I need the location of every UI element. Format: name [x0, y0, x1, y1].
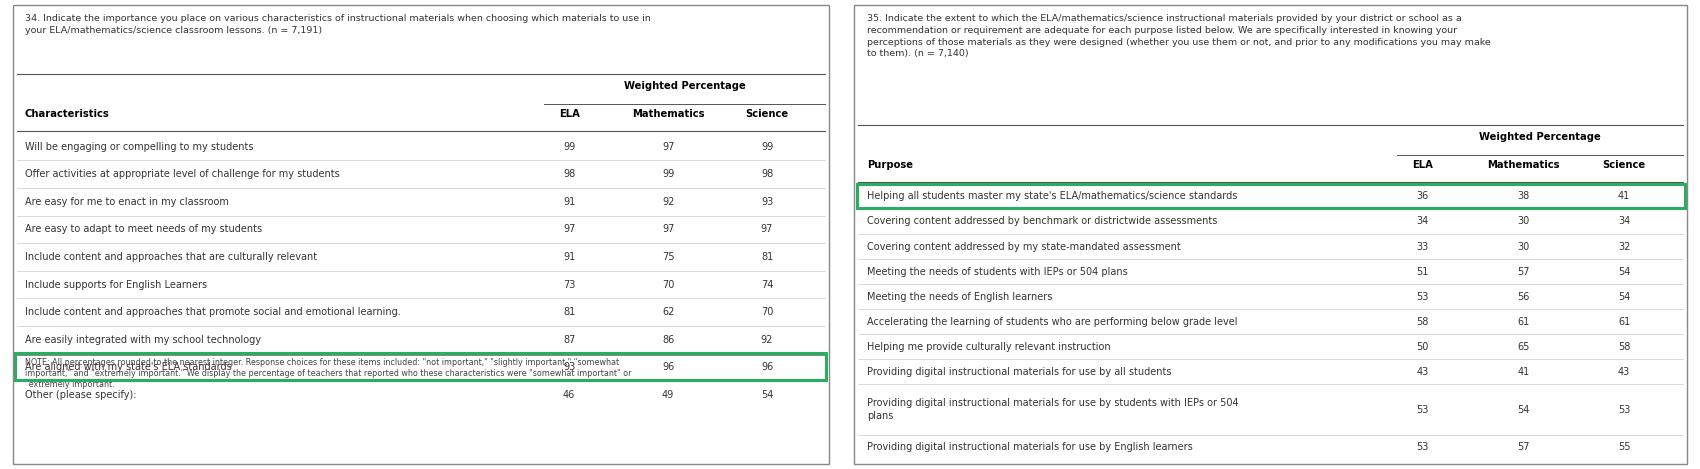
Text: Purpose: Purpose [867, 160, 913, 170]
Text: Helping me provide culturally relevant instruction: Helping me provide culturally relevant i… [867, 342, 1110, 352]
Text: Offer activities at appropriate level of challenge for my students: Offer activities at appropriate level of… [26, 169, 340, 179]
Text: Mathematics: Mathematics [632, 109, 704, 119]
Text: 57: 57 [1516, 267, 1530, 277]
Text: Meeting the needs of English learners: Meeting the needs of English learners [867, 292, 1052, 302]
Text: 87: 87 [563, 335, 575, 345]
Text: Will be engaging or compelling to my students: Will be engaging or compelling to my stu… [26, 142, 253, 151]
Text: 55: 55 [1618, 442, 1630, 452]
Text: 93: 93 [563, 362, 575, 372]
Text: 99: 99 [563, 142, 575, 151]
Text: 53: 53 [1416, 405, 1428, 415]
Text: 92: 92 [762, 335, 774, 345]
Text: 54: 54 [1618, 267, 1630, 277]
Text: Providing digital instructional materials for use by English learners: Providing digital instructional material… [867, 442, 1193, 452]
Text: 98: 98 [762, 169, 774, 179]
Text: 49: 49 [661, 390, 675, 400]
Text: Are easily integrated with my school technology: Are easily integrated with my school tec… [26, 335, 262, 345]
Text: 97: 97 [661, 142, 675, 151]
Text: Helping all students master my state's ELA/mathematics/science standards: Helping all students master my state's E… [867, 191, 1238, 201]
Text: 36: 36 [1416, 191, 1428, 201]
Text: 61: 61 [1516, 317, 1530, 327]
Text: 46: 46 [563, 390, 575, 400]
Text: 70: 70 [762, 307, 774, 317]
Text: Science: Science [1603, 160, 1646, 170]
Text: 93: 93 [762, 197, 774, 207]
Text: 30: 30 [1516, 217, 1530, 227]
Text: Accelerating the learning of students who are performing below grade level: Accelerating the learning of students wh… [867, 317, 1238, 327]
Text: Weighted Percentage: Weighted Percentage [624, 81, 746, 91]
Text: 81: 81 [563, 307, 575, 317]
Text: Include supports for English Learners: Include supports for English Learners [26, 280, 207, 289]
Bar [857, 184, 1685, 208]
Text: 97: 97 [762, 224, 774, 234]
Text: 41: 41 [1618, 191, 1630, 201]
Text: Science: Science [746, 109, 789, 119]
Text: 58: 58 [1416, 317, 1428, 327]
Text: 62: 62 [661, 307, 675, 317]
Text: 54: 54 [762, 390, 774, 400]
Text: Covering content addressed by my state-mandated assessment: Covering content addressed by my state-m… [867, 242, 1180, 251]
Text: Other (please specify):: Other (please specify): [26, 390, 136, 400]
Text: 70: 70 [661, 280, 675, 289]
Text: 53: 53 [1416, 292, 1428, 302]
Text: 43: 43 [1416, 367, 1428, 377]
Text: Covering content addressed by benchmark or districtwide assessments: Covering content addressed by benchmark … [867, 217, 1217, 227]
Text: 57: 57 [1516, 442, 1530, 452]
Text: 34. Indicate the importance you place on various characteristics of instructiona: 34. Indicate the importance you place on… [26, 14, 651, 35]
Text: 53: 53 [1618, 405, 1630, 415]
Text: 96: 96 [762, 362, 774, 372]
Text: 98: 98 [563, 169, 575, 179]
Text: 33: 33 [1416, 242, 1428, 251]
Text: 96: 96 [661, 362, 675, 372]
Bar [15, 354, 826, 379]
Text: 97: 97 [563, 224, 575, 234]
Text: 53: 53 [1416, 442, 1428, 452]
Text: 34: 34 [1618, 217, 1630, 227]
Text: NOTE: All percentages rounded to the nearest integer. Response choices for these: NOTE: All percentages rounded to the nea… [26, 357, 631, 389]
Text: Providing digital instructional materials for use by students with IEPs or 504
p: Providing digital instructional material… [867, 398, 1239, 421]
Text: 56: 56 [1516, 292, 1530, 302]
Text: 75: 75 [661, 252, 675, 262]
Text: 38: 38 [1516, 191, 1530, 201]
Text: Include content and approaches that are culturally relevant: Include content and approaches that are … [26, 252, 318, 262]
Text: 43: 43 [1618, 367, 1630, 377]
Text: Mathematics: Mathematics [1488, 160, 1559, 170]
Text: 34: 34 [1416, 217, 1428, 227]
Text: 41: 41 [1516, 367, 1530, 377]
Text: 73: 73 [563, 280, 575, 289]
Text: 99: 99 [762, 142, 774, 151]
Text: ELA: ELA [559, 109, 580, 119]
Text: Include content and approaches that promote social and emotional learning.: Include content and approaches that prom… [26, 307, 401, 317]
Text: Characteristics: Characteristics [26, 109, 110, 119]
Text: 99: 99 [661, 169, 675, 179]
Text: 86: 86 [661, 335, 675, 345]
Text: 50: 50 [1416, 342, 1428, 352]
Text: 54: 54 [1618, 292, 1630, 302]
Text: 32: 32 [1618, 242, 1630, 251]
Text: 91: 91 [563, 252, 575, 262]
Text: 35. Indicate the extent to which the ELA/mathematics/science instructional mater: 35. Indicate the extent to which the ELA… [867, 14, 1491, 58]
Text: 92: 92 [661, 197, 675, 207]
Text: 54: 54 [1516, 405, 1530, 415]
Text: 91: 91 [563, 197, 575, 207]
Text: Meeting the needs of students with IEPs or 504 plans: Meeting the needs of students with IEPs … [867, 267, 1127, 277]
Text: 81: 81 [762, 252, 774, 262]
Text: 74: 74 [762, 280, 774, 289]
Text: Are aligned with my state's ELA standards: Are aligned with my state's ELA standard… [26, 362, 231, 372]
Text: 61: 61 [1618, 317, 1630, 327]
Text: 30: 30 [1516, 242, 1530, 251]
Text: 97: 97 [661, 224, 675, 234]
Text: Are easy to adapt to meet needs of my students: Are easy to adapt to meet needs of my st… [26, 224, 262, 234]
Text: Are easy for me to enact in my classroom: Are easy for me to enact in my classroom [26, 197, 230, 207]
Text: 51: 51 [1416, 267, 1428, 277]
Text: 58: 58 [1618, 342, 1630, 352]
Text: Weighted Percentage: Weighted Percentage [1479, 132, 1601, 143]
Text: 65: 65 [1516, 342, 1530, 352]
Text: ELA: ELA [1411, 160, 1433, 170]
Text: Providing digital instructional materials for use by all students: Providing digital instructional material… [867, 367, 1171, 377]
